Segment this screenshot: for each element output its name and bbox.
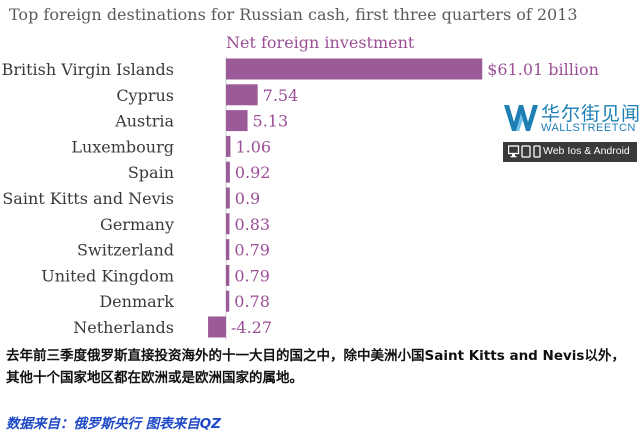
logo-name-en: WALLSTREETCN [541, 122, 636, 134]
value-labels: $61.01 billion 7.54 5.13 1.06 0.92 0.9 0.83 0.7… [231, 60, 599, 337]
wallstreetcn-logo: 华尔街见闻 WALLSTREETCN Web Ios & Android [503, 97, 640, 163]
category-label: Saint Kitts and Nevis [2, 189, 174, 208]
source-credit: 数据来自：俄罗斯央行 图表来自QZ [6, 416, 221, 432]
bar-chart: British Virgin Islands Cyprus Austria Luxem… [2, 56, 599, 340]
monitor-icon [508, 145, 520, 158]
value-label: 0.92 [235, 163, 271, 182]
bar [226, 187, 230, 209]
value-label: 0.78 [234, 292, 270, 311]
category-label: United Kingdom [41, 266, 174, 285]
category-label: Austria [114, 112, 174, 131]
annotation-note: 去年前三季度俄罗斯直接投资海外的十一大目的国之中，除中美洲小国Saint Kit… [6, 348, 625, 386]
category-label: Denmark [99, 292, 174, 311]
value-label: 0.79 [234, 241, 270, 260]
category-label: British Virgin Islands [2, 60, 174, 79]
category-label: Netherlands [73, 318, 174, 337]
bar [208, 316, 226, 338]
category-label: Spain [128, 163, 174, 182]
value-label: 7.54 [263, 86, 299, 105]
category-labels: British Virgin Islands Cyprus Austria Luxem… [2, 60, 175, 337]
category-label: Switzerland [77, 241, 174, 260]
value-label: 1.06 [235, 137, 271, 156]
wallstreetcn-w-icon [504, 105, 538, 131]
bars [208, 56, 483, 340]
bar [226, 58, 483, 80]
logo-name-cn: 华尔街见闻 [541, 103, 640, 125]
value-label: 5.13 [253, 112, 289, 131]
value-label: 0.9 [235, 189, 260, 208]
category-label: Luxembourg [71, 137, 174, 156]
bar [226, 161, 230, 183]
tablet-icon [521, 145, 531, 158]
value-label: -4.27 [231, 318, 272, 337]
category-label: Cyprus [116, 86, 174, 105]
platform-text: Web Ios & Android [543, 145, 630, 157]
chart-title: Top foreign destinations for Russian cas… [9, 5, 578, 24]
category-label: Germany [100, 215, 174, 234]
value-label: 0.79 [234, 266, 270, 285]
bar [226, 110, 248, 132]
bar [226, 213, 230, 235]
value-label: $61.01 billion [487, 60, 599, 79]
value-label: 0.83 [234, 215, 270, 234]
bar [226, 264, 230, 286]
bar [226, 135, 231, 157]
series-label: Net foreign investment [226, 33, 415, 52]
bar [226, 239, 230, 261]
platform-strip: Web Ios & Android [503, 142, 637, 162]
bar [226, 84, 258, 106]
phone-icon [533, 145, 541, 158]
bar [226, 290, 230, 312]
